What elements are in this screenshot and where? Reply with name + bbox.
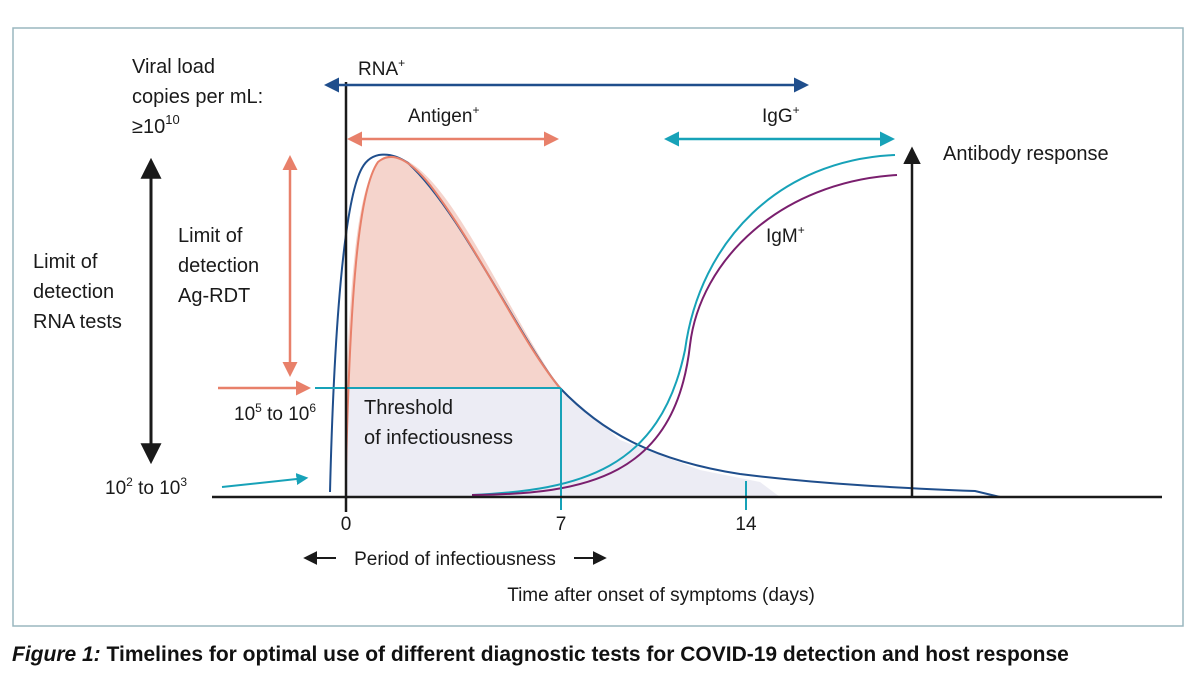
igm-test-label: IgM+ [766,223,805,247]
antigen-curve [345,156,561,471]
threshold-label: Threshold of infectiousness [364,397,513,449]
x-tick-14: 14 [735,514,757,535]
figure-caption: Figure 1: Timelines for optimal use of d… [12,643,1192,667]
y-axis-title: Viral load copies per mL: [132,56,263,108]
period-of-infectiousness-label: Period of infectiousness [354,549,556,570]
low-level-pointer-arrow [221,473,309,488]
agrdt-limit-label: Limit of detection Ag-RDT [178,225,265,307]
x-tick-0: 0 [341,514,352,535]
antigen-detection-region [346,156,560,498]
antigen-test-label: Antigen+ [408,103,479,127]
igg-curve [471,154,896,496]
rna-test-label: RNA+ [358,56,405,80]
x-axis-title: Time after onset of symptoms (days) [507,585,815,606]
igg-test-label: IgG+ [762,103,800,127]
infectious-region [346,388,780,497]
igm-curve [471,174,898,496]
rna-limit-label: Limit of detection RNA tests [33,251,122,333]
mid-level-label: 105 to 106 [234,401,316,425]
antibody-response-label: Antibody response [943,143,1109,165]
caption-label: Figure 1: [12,643,101,666]
caption-title: Timelines for optimal use of different d… [106,643,1069,666]
low-level-label: 102 to 103 [105,475,187,499]
y-axis-max-label: ≥1010 [132,112,180,138]
figure-frame [12,27,1184,627]
x-tick-7: 7 [556,514,567,535]
